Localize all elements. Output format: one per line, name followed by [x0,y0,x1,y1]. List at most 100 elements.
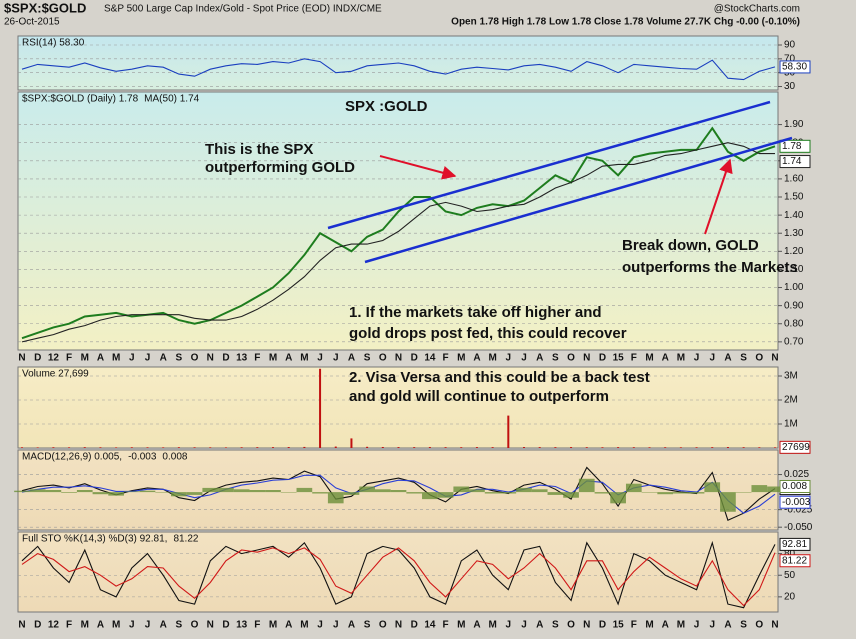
bar [146,447,149,448]
x-tick-label: O [755,620,763,631]
annotation: 2. Visa Versa and this could be a back t… [349,369,650,386]
last-value-box [779,479,811,493]
line [21,540,776,609]
y-tick-label: -0.050 [784,522,813,533]
bar [695,447,698,448]
x-tick-label: J [333,620,339,631]
x-tick-label: N [207,353,214,364]
bar [406,492,423,494]
x-tick-label: N [771,353,778,364]
bar [610,492,626,504]
x-tick-label: F [254,353,260,364]
x-tick-label: S [740,620,747,631]
x-tick-label: N [583,620,590,631]
x-tick-label: A [160,353,167,364]
bar [413,447,416,448]
x-tick-label: A [536,620,543,631]
x-tick-label: M [112,353,120,364]
bar [767,486,783,493]
x-tick-label: N [18,353,25,364]
bar [507,415,510,448]
last-value: 58.30 [782,62,807,73]
plot: 30 50 70 90 RSI(14) 58.30 58.30 0.70 0.80 0.90 1.… [14,38,813,631]
annotation: 1. If the markets take off higher and [349,304,602,321]
bar [366,446,369,448]
x-tick-label: S [176,620,183,631]
x-tick-label: S [176,353,183,364]
x-tick-label: J [506,620,512,631]
bar [751,485,768,493]
x-tick-label: N [207,620,214,631]
bar [130,447,133,448]
bar [390,490,407,493]
legend-entry: $SPX:$GOLD (Daily) 1.78 [22,94,139,105]
x-tick-label: M [488,620,496,631]
x-tick-label: N [395,620,402,631]
bar [491,447,494,448]
channel-lower [364,136,793,264]
y-tick-label: -0.025 [784,504,813,515]
bar [726,447,729,448]
x-tick-label: F [66,353,72,364]
x-tick-label: A [97,353,104,364]
bar [21,447,23,448]
y-tick-label: 1.20 [784,246,804,257]
bar [469,489,485,493]
x-tick-label: D [599,620,606,631]
bar [139,490,156,493]
bar [186,492,203,495]
x-tick-label: F [443,620,449,631]
legend-entry: 81.22 [173,534,198,545]
x-tick-label: 12 [48,353,60,364]
bar [303,446,306,448]
last-value: 27699 [782,442,810,453]
bar [218,487,234,493]
bar [68,447,71,448]
x-tick-label: S [740,353,747,364]
x-tick-label: A [348,353,355,364]
bar [193,447,196,448]
x-tick-label: F [254,620,260,631]
x-tick-label: A [348,620,355,631]
x-tick-label: 14 [424,353,436,364]
bar [123,491,140,493]
bar [14,490,30,493]
bar [625,483,642,493]
x-tick-label: N [18,620,25,631]
y-tick-label: 50 [784,570,796,581]
bar [61,492,77,493]
y-tick-label: 0.80 [784,318,804,329]
bar [437,492,454,498]
y-tick-label: 1.60 [784,174,804,185]
x-tick-label: M [457,353,465,364]
x-tick-label: F [66,620,72,631]
bar [296,487,313,493]
annotation: gold drops post fed, this could recover [349,325,627,342]
subtitle: S&P 500 Large Cap Index/Gold - Spot Pric… [104,4,382,15]
bar [327,492,344,504]
x-tick-label: F [631,620,637,631]
legend-entry: -0.003 [128,452,157,463]
x-tick-label: D [411,353,418,364]
x-tick-label: D [222,620,229,631]
y-tick-label: 1.90 [784,119,804,130]
last-value: 1.74 [782,156,802,167]
x-tick-label: M [269,620,277,631]
y-tick-label: 80 [784,548,796,559]
x-tick-label: A [285,353,292,364]
x-tick-label: A [285,620,292,631]
x-tick-label: 14 [424,620,436,631]
x-tick-label: J [709,353,715,364]
y-tick-label: 1.10 [784,264,804,275]
bar [280,492,297,493]
x-tick-label: A [160,620,167,631]
y-tick-label: 2M [784,395,798,406]
bar [554,447,557,448]
y-tick-label: 1.30 [784,228,804,239]
bar [171,492,187,497]
bar [594,492,611,494]
bar [641,492,658,493]
bar [381,446,384,448]
bar [256,447,259,448]
